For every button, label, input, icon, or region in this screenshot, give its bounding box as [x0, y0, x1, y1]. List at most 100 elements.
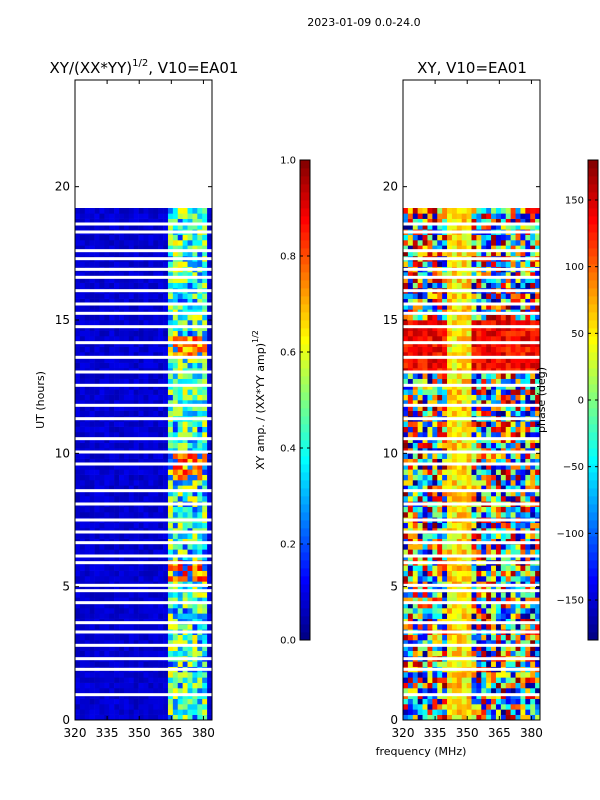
phase-cell [530, 602, 536, 609]
amp-cell [104, 469, 110, 475]
y-tick-label: 10 [55, 446, 70, 460]
amp-cell [192, 240, 198, 246]
phase-cell [471, 634, 477, 641]
phase-cell [427, 512, 433, 518]
amp-cell [128, 522, 135, 529]
phase-cell [476, 442, 482, 449]
phase-cell [486, 704, 492, 710]
phase-cell [486, 570, 492, 577]
phase-cell [525, 453, 531, 459]
phase-cell [525, 474, 531, 481]
amp-cell [104, 218, 110, 225]
amp-cell [119, 698, 125, 705]
amp-cell [192, 506, 198, 513]
phase-cell [461, 373, 467, 379]
amp-cell [119, 496, 125, 502]
amp-cell [75, 245, 81, 251]
amp-cell [177, 640, 183, 646]
phase-cell [495, 672, 502, 678]
amp-cell [163, 672, 169, 678]
phase-cell [520, 458, 526, 465]
amp-cell [207, 240, 213, 246]
colorbar-segment [300, 552, 310, 561]
phase-cell [427, 421, 433, 427]
amp-cell [192, 608, 198, 614]
amp-cell [158, 357, 164, 363]
phase-cell [486, 378, 492, 385]
amp-gap [75, 289, 212, 293]
amp-cell [75, 677, 81, 683]
amp-cell [192, 373, 198, 379]
phase-cell [500, 688, 507, 694]
amp-cell [182, 645, 188, 651]
amp-cell [133, 304, 139, 310]
amp-cell [177, 533, 183, 539]
amp-cell [99, 261, 105, 267]
phase-cell [432, 432, 438, 438]
phase-cell [515, 362, 521, 369]
amp-cell [138, 405, 144, 411]
amp-cell [163, 608, 169, 614]
amp-cell [75, 304, 81, 310]
phase-cell [505, 400, 511, 406]
amp-cell [197, 320, 203, 326]
phase-cell [510, 714, 516, 721]
phase-cell [427, 352, 433, 358]
phase-cell [466, 661, 472, 667]
amp-cell [89, 506, 95, 513]
amp-cell [123, 650, 130, 657]
phase-cell [505, 650, 511, 657]
phase-cell [515, 624, 521, 630]
amp-cell [143, 592, 149, 598]
amp-cell [89, 314, 95, 321]
amp-cell [119, 522, 125, 529]
amp-cell [104, 496, 110, 502]
amp-cell [123, 522, 130, 529]
colorbar-segment [300, 384, 310, 393]
amp-cell [153, 645, 159, 651]
amp-cell [202, 298, 208, 305]
amp-cell [187, 490, 193, 497]
amp-cell [133, 608, 139, 614]
phase-cell [515, 565, 521, 571]
phase-cell [495, 378, 502, 385]
amp-cell [158, 293, 164, 299]
amp-cell [148, 464, 154, 470]
amp-cell [99, 522, 105, 529]
phase-cell [471, 320, 477, 326]
amp-cell [75, 346, 81, 353]
amp-cell [158, 634, 164, 641]
amp-cell [128, 261, 135, 267]
phase-cell [515, 688, 521, 694]
phase-cell [491, 565, 497, 571]
amp-cell [89, 213, 95, 219]
amp-cell [79, 661, 86, 667]
amp-cell [128, 352, 135, 358]
amp-cell [148, 314, 154, 321]
amp-cell [133, 394, 139, 401]
amp-cell [99, 661, 105, 667]
amp-cell [148, 709, 154, 715]
amplitude-colorbar: 0.00.20.40.60.81.0 [280, 156, 311, 647]
phase-cell [451, 490, 458, 497]
phase-cell [432, 453, 438, 459]
amp-cell [197, 357, 203, 363]
amp-cell [104, 506, 110, 513]
phase-cell [427, 400, 433, 406]
amp-cell [109, 218, 115, 225]
amp-cell [192, 490, 198, 497]
amp-cell [94, 506, 100, 513]
phase-cell [515, 346, 521, 353]
amp-cell [143, 298, 149, 305]
phase-cell [422, 709, 428, 715]
phase-cell [447, 442, 453, 449]
phase-cell [481, 490, 487, 497]
phase-cell [427, 522, 433, 529]
amp-cell [75, 352, 81, 358]
phase-cell [417, 570, 423, 577]
amp-cell [153, 469, 159, 475]
amp-cell [75, 602, 81, 609]
phase-cell [417, 672, 423, 678]
amp-cell [84, 597, 90, 603]
amp-cell [163, 650, 169, 657]
